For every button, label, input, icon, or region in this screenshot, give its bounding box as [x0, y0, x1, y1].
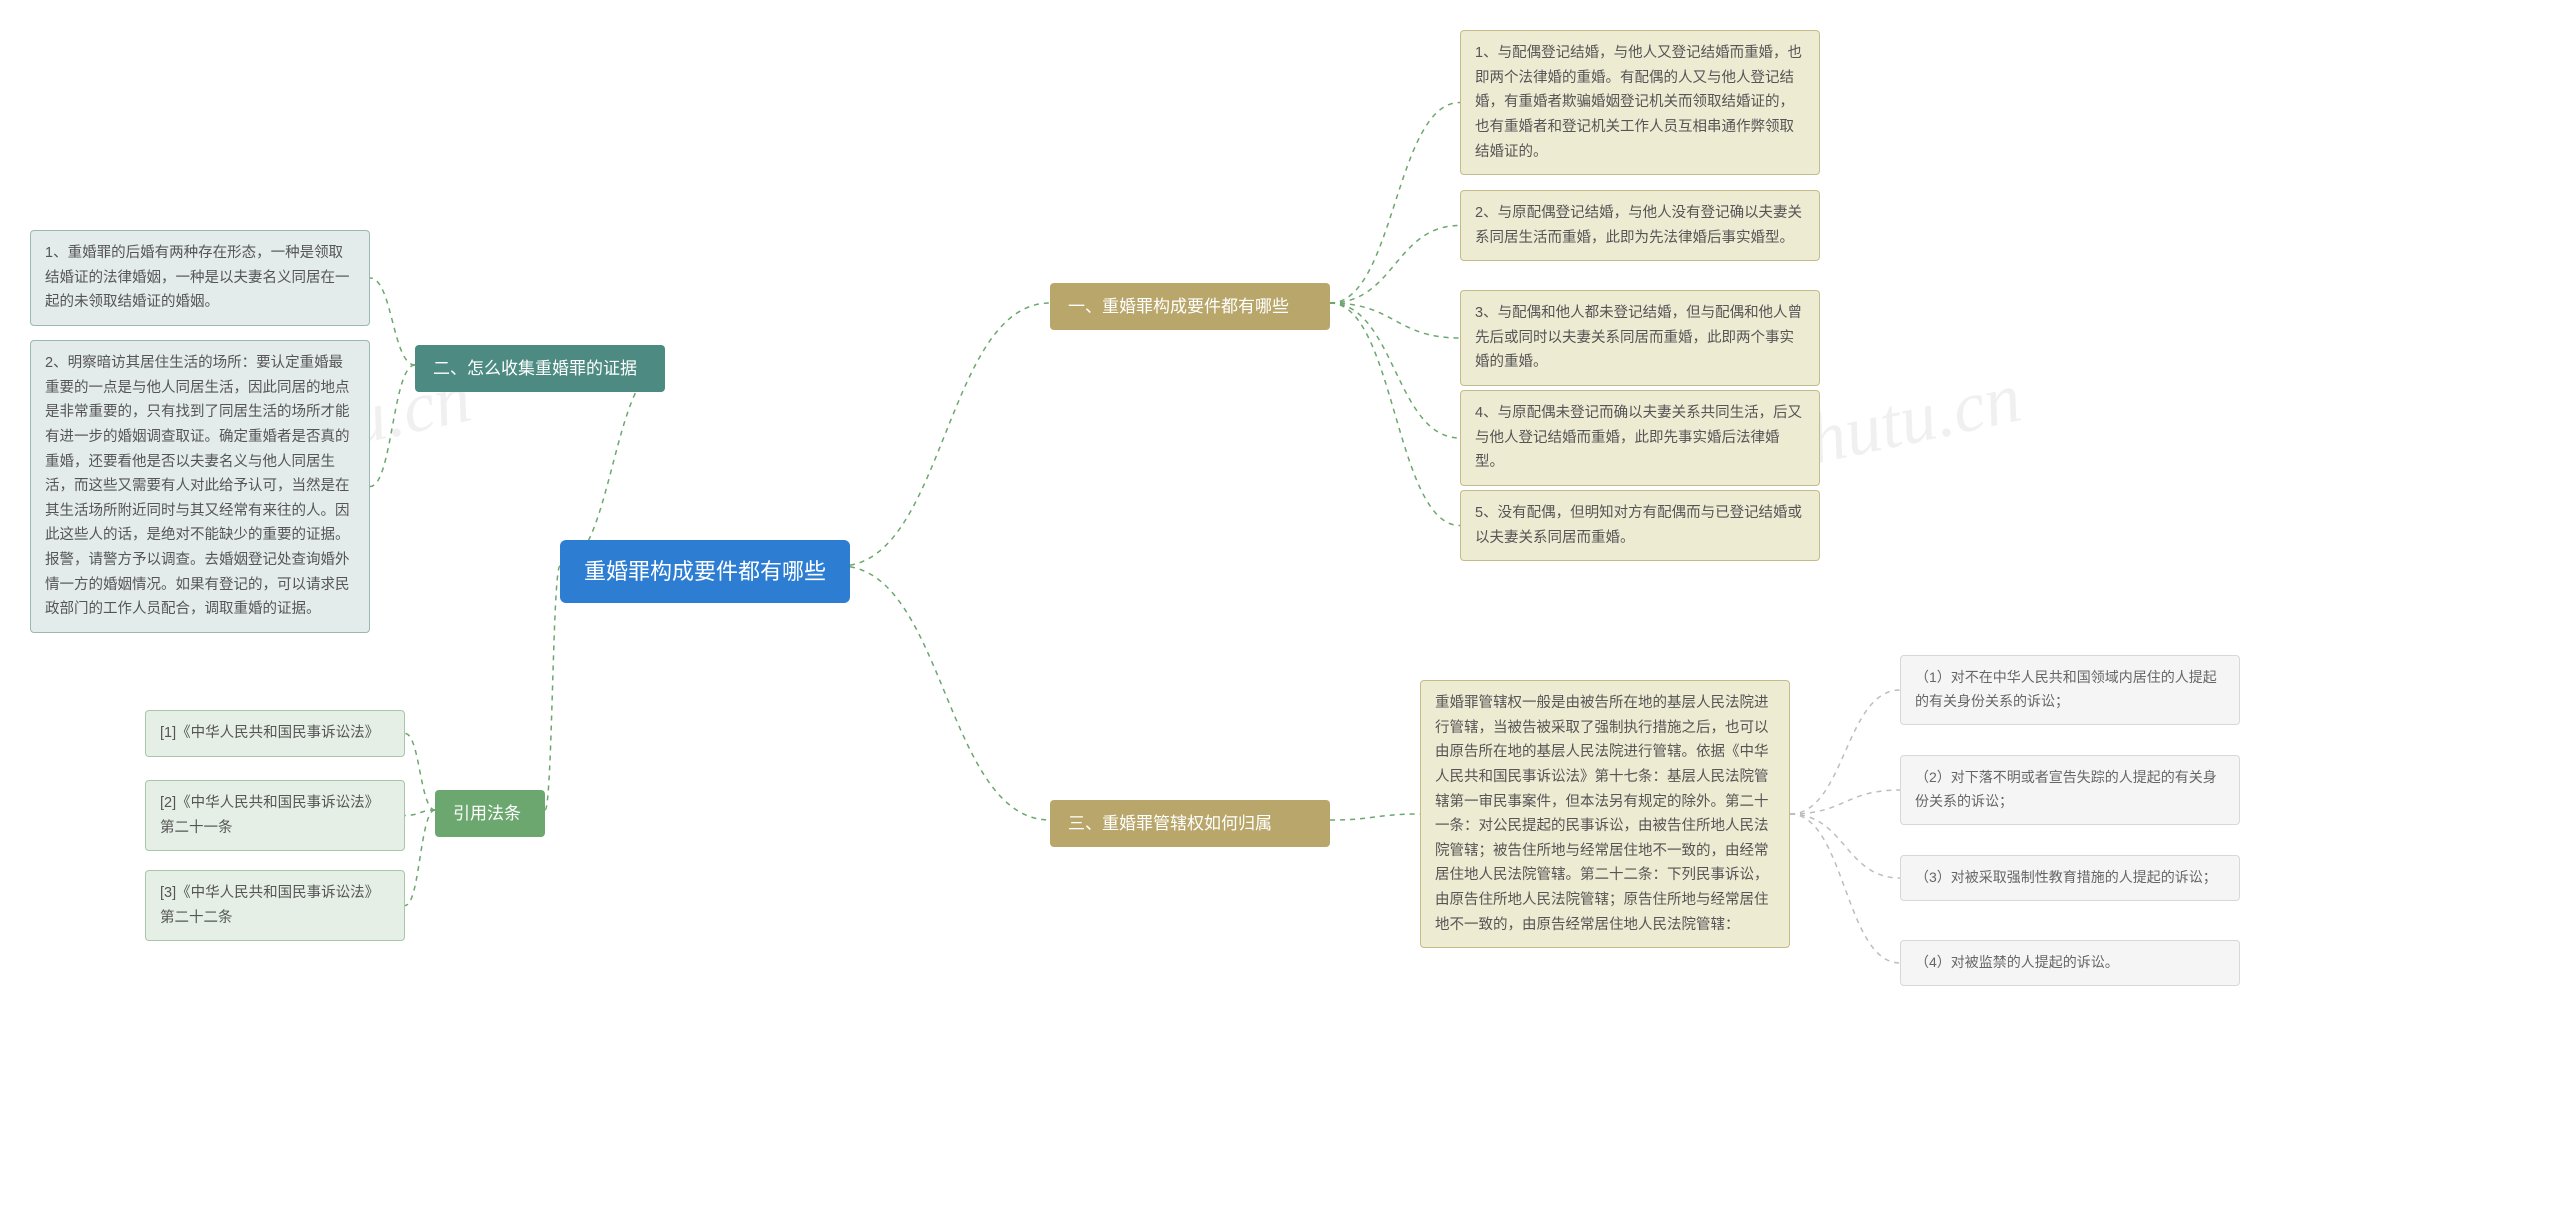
leaf-b1-2: 3、与配偶和他人都未登记结婚，但与配偶和他人曾先后或同时以夫妻关系同居而重婚，此…: [1460, 290, 1820, 386]
leaf-b4-2: [3]《中华人民共和国民事诉讼法》第二十二条: [145, 870, 405, 941]
branch-b3: 三、重婚罪管辖权如何归属: [1050, 800, 1330, 847]
leaf-b1-0: 1、与配偶登记结婚，与他人又登记结婚而重婚，也即两个法律婚的重婚。有配偶的人又与…: [1460, 30, 1820, 175]
branch-b1: 一、重婚罪构成要件都有哪些: [1050, 283, 1330, 330]
subleaf-b3-0-1: （2）对下落不明或者宣告失踪的人提起的有关身份关系的诉讼；: [1900, 755, 2240, 825]
branch-b2: 二、怎么收集重婚罪的证据: [415, 345, 665, 392]
leaf-b2-0: 1、重婚罪的后婚有两种存在形态，一种是领取结婚证的法律婚姻，一种是以夫妻名义同居…: [30, 230, 370, 326]
leaf-b2-1: 2、明察暗访其居住生活的场所：要认定重婚最重要的一点是与他人同居生活，因此同居的…: [30, 340, 370, 633]
branch-b4: 引用法条: [435, 790, 545, 837]
root-node: 重婚罪构成要件都有哪些: [560, 540, 850, 603]
connector-layer: [0, 0, 2560, 1217]
subleaf-b3-0-2: （3）对被采取强制性教育措施的人提起的诉讼；: [1900, 855, 2240, 901]
leaf-b3-0: 重婚罪管辖权一般是由被告所在地的基层人民法院进行管辖，当被告被采取了强制执行措施…: [1420, 680, 1790, 948]
leaf-b1-1: 2、与原配偶登记结婚，与他人没有登记确以夫妻关系同居生活而重婚，此即为先法律婚后…: [1460, 190, 1820, 261]
leaf-b1-4: 5、没有配偶，但明知对方有配偶而与已登记结婚或以夫妻关系同居而重婚。: [1460, 490, 1820, 561]
subleaf-b3-0-0: （1）对不在中华人民共和国领域内居住的人提起的有关身份关系的诉讼；: [1900, 655, 2240, 725]
leaf-b4-0: [1]《中华人民共和国民事诉讼法》: [145, 710, 405, 757]
leaf-b1-3: 4、与原配偶未登记而确以夫妻关系共同生活，后又与他人登记结婚而重婚，此即先事实婚…: [1460, 390, 1820, 486]
subleaf-b3-0-3: （4）对被监禁的人提起的诉讼。: [1900, 940, 2240, 986]
leaf-b4-1: [2]《中华人民共和国民事诉讼法》 第二十一条: [145, 780, 405, 851]
